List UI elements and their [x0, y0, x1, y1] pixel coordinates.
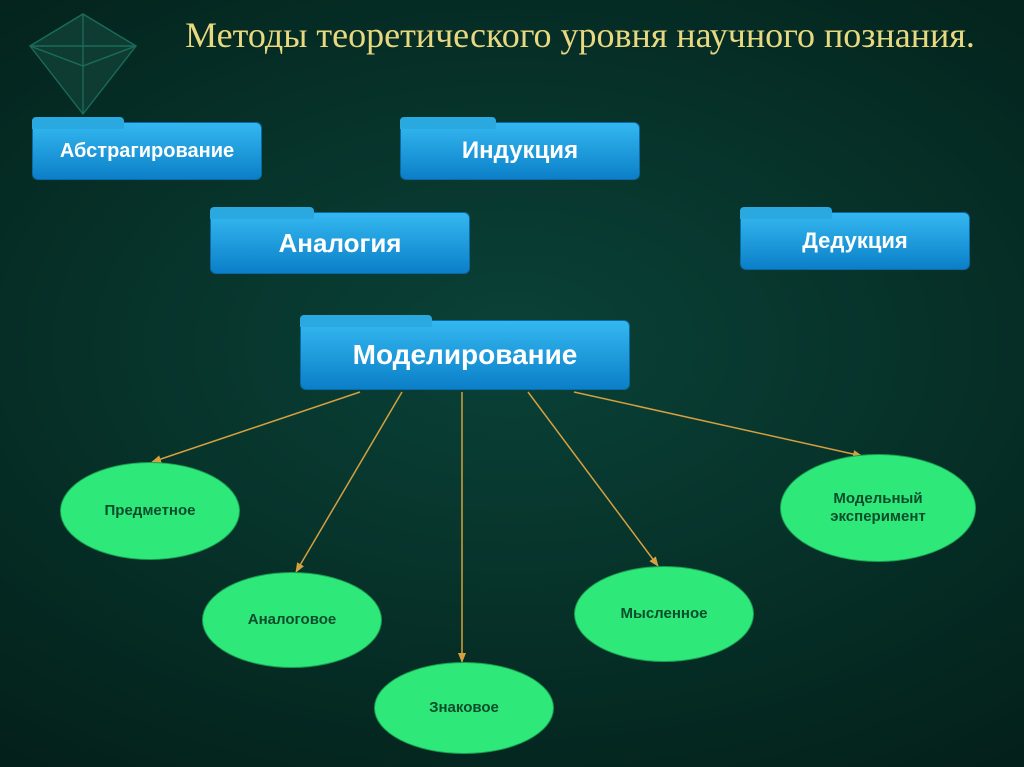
- oval-modelexp: Модельный эксперимент: [780, 454, 976, 562]
- slide-title: Методы теоретического уровня научного по…: [170, 14, 990, 56]
- box-abstracting: Абстрагирование: [32, 122, 262, 180]
- box-tab: [210, 207, 314, 219]
- oval-mental: Мысленное: [574, 566, 754, 662]
- box-tab: [400, 117, 496, 129]
- box-label: Индукция: [462, 137, 578, 165]
- box-analogy: Аналогия: [210, 212, 470, 274]
- box-tab: [740, 207, 832, 219]
- corner-diamond-decor: [18, 6, 148, 126]
- box-deduction: Дедукция: [740, 212, 970, 270]
- box-tab: [300, 315, 432, 327]
- box-tab: [32, 117, 124, 129]
- box-label: Моделирование: [353, 339, 578, 371]
- oval-label: Аналоговое: [248, 611, 336, 629]
- oval-label: Предметное: [105, 502, 196, 520]
- slide-canvas: Методы теоретического уровня научного по…: [0, 0, 1024, 767]
- oval-label: Модельный эксперимент: [793, 490, 963, 526]
- oval-subject: Предметное: [60, 462, 240, 560]
- oval-label: Мысленное: [621, 605, 708, 623]
- box-modeling: Моделирование: [300, 320, 630, 390]
- box-label: Дедукция: [802, 228, 908, 254]
- box-label: Аналогия: [279, 228, 402, 259]
- box-induction: Индукция: [400, 122, 640, 180]
- box-label: Абстрагирование: [60, 140, 234, 163]
- slide-title-text: Методы теоретического уровня научного по…: [185, 15, 975, 55]
- oval-sign: Знаковое: [374, 662, 554, 754]
- oval-analog: Аналоговое: [202, 572, 382, 668]
- oval-label: Знаковое: [429, 699, 499, 717]
